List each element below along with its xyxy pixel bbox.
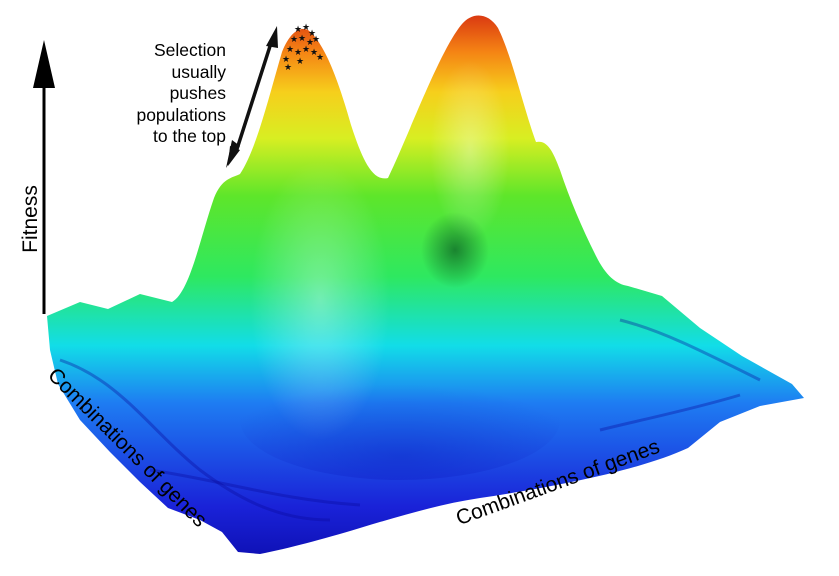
population-star-icon: ★ [284,63,292,73]
population-star-icon: ★ [302,45,310,55]
fitness-axis-arrowhead [33,40,55,88]
population-markers: ★ ★★★ ★ ★★★ ★ ★ ★★★ ★★ [282,23,324,73]
population-star-icon: ★ [298,34,306,44]
population-star-icon: ★ [296,57,304,67]
population-star-icon: ★ [282,55,290,65]
population-star-icon: ★ [310,48,318,58]
annotation-line: populations [136,104,226,125]
population-star-icon: ★ [302,23,310,33]
annotation-line: to the top [153,126,226,146]
annotation-line: pushes [169,83,226,103]
selection-annotation: Selection usually pushes populations to … [136,40,226,148]
y-axis-label-fitness: Fitness [19,185,42,253]
surface-body [47,15,804,555]
population-star-icon: ★ [286,45,294,55]
ridge-highlight [250,160,390,440]
annotation-line: usually [171,61,226,82]
population-star-icon: ★ [308,29,316,39]
population-star-icon: ★ [290,35,298,45]
population-star-icon: ★ [312,35,320,45]
selection-arrow [226,26,278,168]
annotation-line: Selection [154,40,226,60]
population-star-icon: ★ [294,25,302,35]
peak-highlight [430,60,510,240]
population-star-icon: ★ [294,48,302,58]
base-ripples [59,318,761,522]
fitness-axis [33,40,55,314]
population-star-icon: ★ [316,53,324,63]
population-star-icon: ★ [306,38,314,48]
